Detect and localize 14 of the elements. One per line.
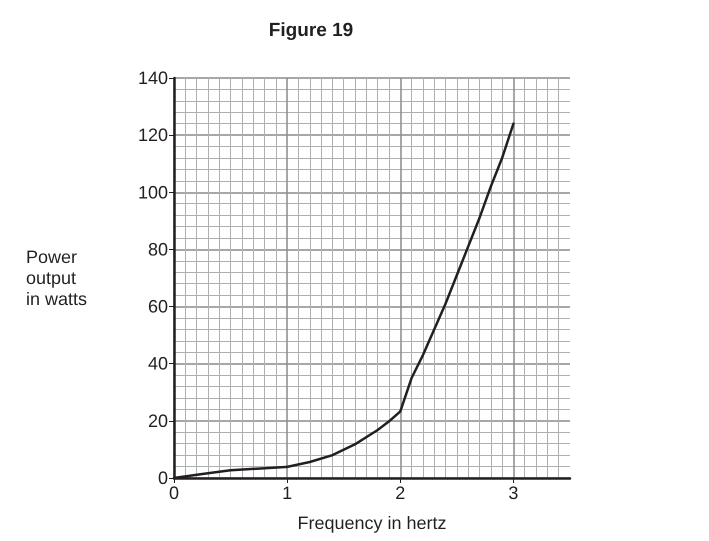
y-axis-title: Power output in watts	[26, 247, 88, 309]
y-tick-label: 40	[148, 354, 168, 374]
y-tick-label: 60	[148, 296, 168, 317]
y-tick-label: 120	[138, 125, 168, 146]
chart-title: Figure 19	[268, 20, 354, 41]
y-tick-label: 100	[138, 182, 168, 202]
x-tick-label: 2	[395, 483, 406, 503]
y-tick-label: 0	[158, 468, 168, 488]
x-axis-title: Frequency in hertz	[297, 513, 447, 533]
y-tick-label: 20	[148, 410, 168, 431]
y-tick-label: 140	[138, 68, 168, 88]
y-tick-label: 80	[148, 239, 168, 260]
x-tick-label: 3	[508, 483, 518, 503]
x-tick-label: 1	[282, 483, 292, 503]
